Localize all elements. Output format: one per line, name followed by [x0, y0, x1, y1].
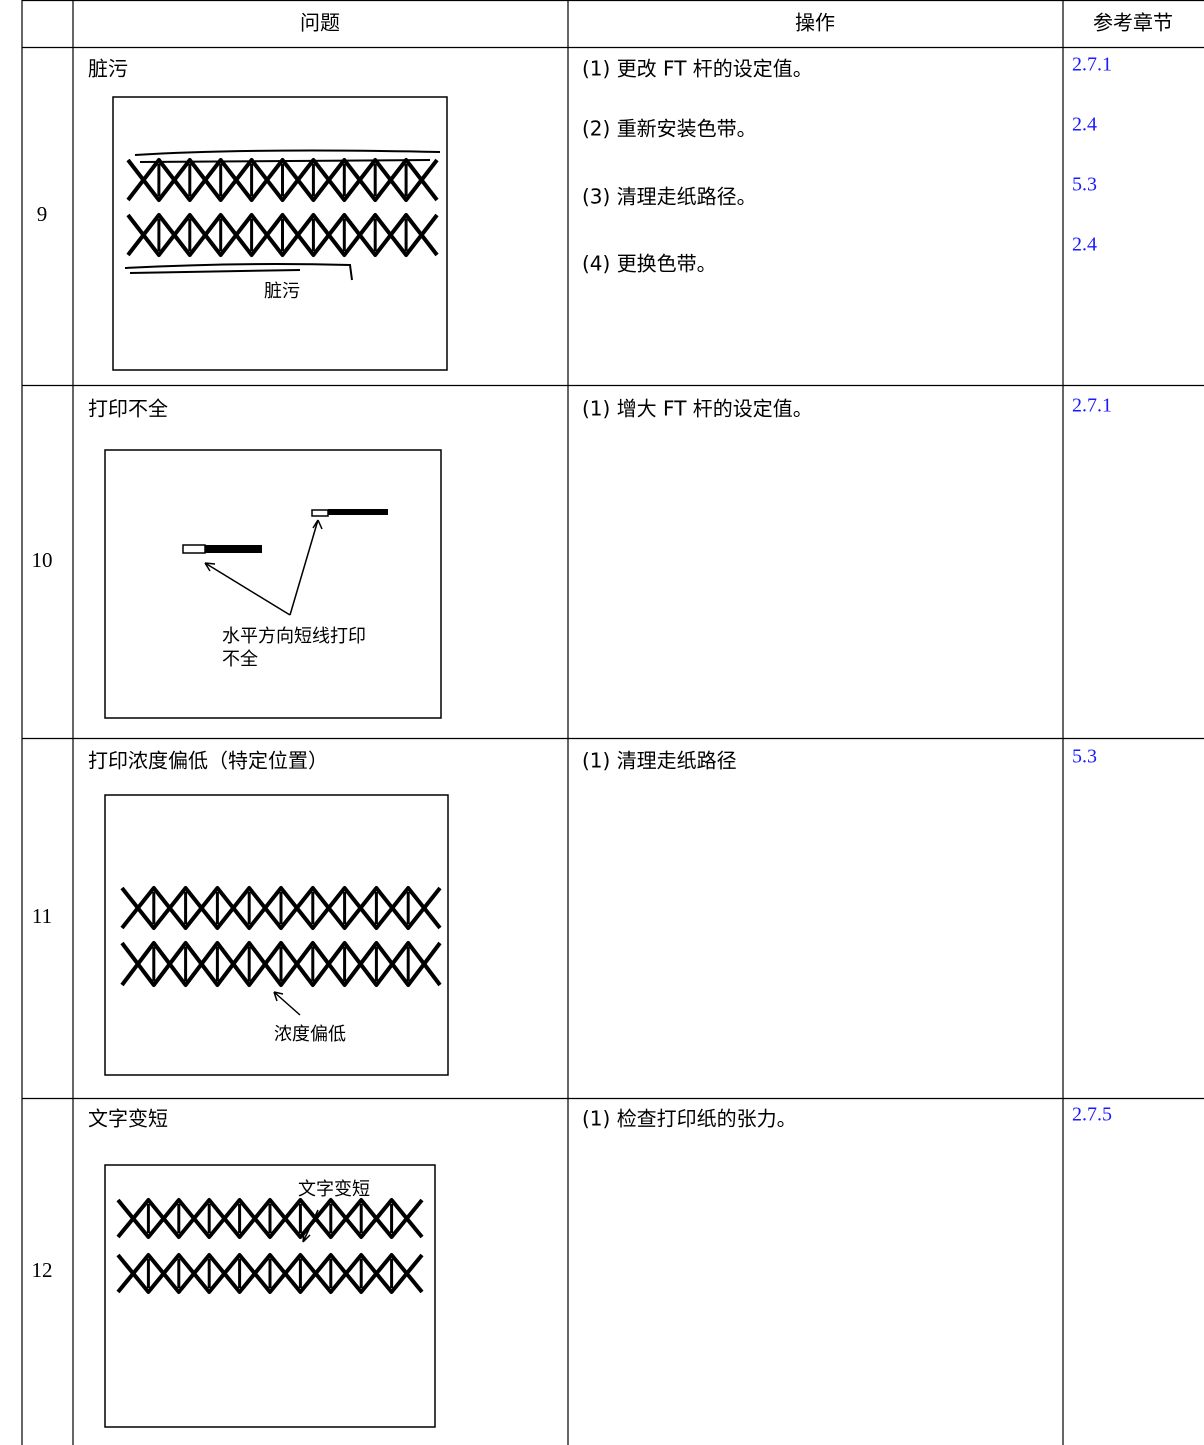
problem-title: 脏污 [88, 57, 128, 81]
illustration-frame [104, 449, 442, 719]
pointer-arrow [273, 991, 301, 1016]
illustration-frame [104, 794, 449, 1076]
row-number: 11 [32, 904, 52, 928]
broken-line [311, 509, 329, 517]
illustration-frame [104, 1164, 436, 1428]
problem-title: 打印不全 [88, 397, 168, 421]
illustration-frame [112, 96, 448, 371]
print-sample [116, 1198, 424, 1239]
problem-title: 文字变短 [88, 1107, 168, 1131]
section-link[interactable]: 2.4 [1072, 234, 1097, 256]
dirt-smear [124, 149, 441, 281]
print-sample [120, 941, 442, 987]
action: (1) 清理走纸路径 [582, 749, 737, 773]
print-sample [126, 213, 439, 257]
broken-line [205, 545, 262, 553]
illustration-caption: 脏污 [264, 281, 300, 302]
print-sample [120, 886, 442, 930]
print-sample [116, 1253, 424, 1294]
action: (3) 清理走纸路径。 [582, 185, 757, 209]
print-sample [116, 1198, 424, 1239]
action: (1) 更改 FT 杆的设定值。 [582, 57, 813, 81]
illustration-caption: 文字变短 [298, 1179, 370, 1200]
column-header: 操作 [795, 11, 835, 35]
action: (1) 检查打印纸的张力。 [582, 1107, 797, 1131]
row-number: 9 [37, 202, 48, 226]
broken-line [182, 544, 206, 554]
column-header: 问题 [300, 11, 340, 35]
action: (4) 更换色带。 [582, 252, 717, 276]
illustration-caption: 浓度偏低 [274, 1024, 346, 1045]
print-sample [126, 213, 439, 257]
print-sample [126, 158, 439, 202]
row-number: 10 [32, 548, 53, 572]
illustration-caption: 不全 [222, 649, 258, 670]
broken-line [328, 509, 388, 515]
column-header: 参考章节 [1093, 11, 1173, 35]
illustration-caption: 水平方向短线打印 [222, 626, 366, 647]
print-sample [116, 1253, 424, 1294]
print-sample [120, 886, 442, 930]
section-link[interactable]: 2.7.1 [1072, 54, 1112, 76]
section-link[interactable]: 5.3 [1072, 174, 1097, 196]
action: (1) 增大 FT 杆的设定值。 [582, 397, 813, 421]
section-link[interactable]: 5.3 [1072, 746, 1097, 768]
action: (2) 重新安装色带。 [582, 117, 757, 141]
row-number: 12 [32, 1258, 53, 1282]
section-link[interactable]: 2.7.1 [1072, 395, 1112, 417]
section-link[interactable]: 2.7.5 [1072, 1104, 1112, 1126]
pointer-arrow [204, 519, 323, 616]
print-sample [120, 941, 442, 987]
section-link[interactable]: 2.4 [1072, 114, 1097, 136]
problem-title: 打印浓度偏低（特定位置） [88, 749, 328, 773]
print-sample [126, 158, 439, 202]
pointer-arrow [302, 1209, 319, 1243]
